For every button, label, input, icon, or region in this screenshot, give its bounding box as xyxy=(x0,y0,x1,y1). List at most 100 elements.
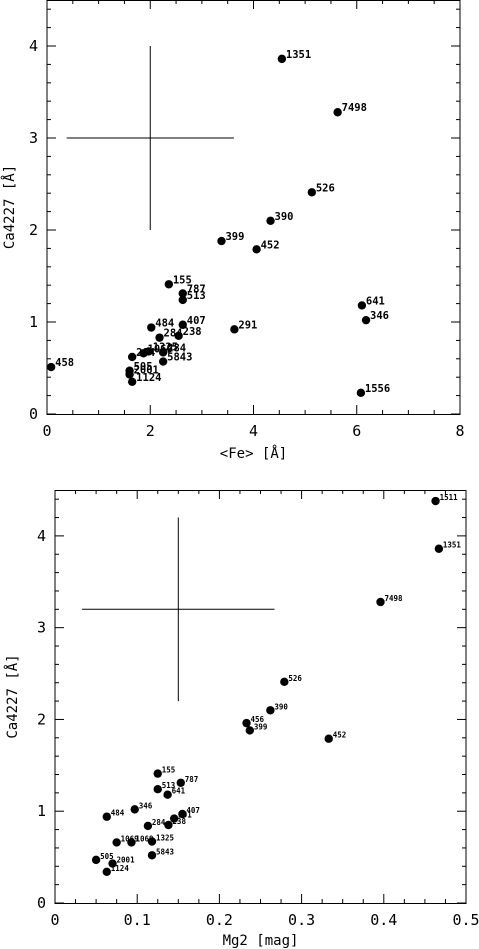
data-point-label: 513 xyxy=(187,290,206,302)
data-point xyxy=(127,377,137,386)
data-point-label: 291 xyxy=(178,811,192,820)
data-point-label: 155 xyxy=(173,274,192,286)
data-point-label: 641 xyxy=(172,787,186,796)
data-point-label: 346 xyxy=(139,801,153,810)
data-point-label: 407 xyxy=(187,315,206,327)
y-tick-label: 1 xyxy=(29,313,38,331)
data-point xyxy=(102,867,111,876)
x-tick-label: 0.1 xyxy=(124,911,151,929)
data-point xyxy=(169,814,179,823)
data-point-label: 452 xyxy=(333,731,347,740)
x-tick-label: 0.4 xyxy=(370,911,397,929)
data-point-label: 284 xyxy=(136,347,155,359)
data-point-label: 346 xyxy=(370,310,389,322)
data-point-label: 284 xyxy=(164,328,183,340)
data-point-label: 284 xyxy=(167,342,186,354)
x-tick-label: 4 xyxy=(249,422,258,440)
data-point xyxy=(108,859,117,868)
data-point xyxy=(307,188,317,197)
data-point xyxy=(127,352,137,362)
x-tick-label: 0 xyxy=(50,911,59,929)
data-point xyxy=(178,809,187,819)
data-point-label: 641 xyxy=(366,295,385,307)
data-point xyxy=(176,778,185,787)
panel-2: 0 0.1 0.2 0.3 0.4 0.5 0 1 2 3 4 Mg2 [mag] Ca4227 [Å]… xyxy=(4,490,479,949)
data-point-label: 452 xyxy=(261,239,280,251)
data-point-label: 390 xyxy=(275,211,294,223)
data-point-label: 1069 xyxy=(135,834,154,843)
data-point xyxy=(143,821,153,831)
data-point-label: 787 xyxy=(187,283,206,295)
data-point xyxy=(91,855,101,865)
data-point xyxy=(230,325,239,334)
data-point-label: 484 xyxy=(111,809,125,818)
data-point xyxy=(164,820,173,830)
x-tick-label: 0.3 xyxy=(288,911,315,929)
data-point xyxy=(46,362,56,372)
data-point-label: 284 xyxy=(152,818,166,827)
data-point-label: 399 xyxy=(225,231,244,243)
data-point xyxy=(178,289,187,298)
data-point xyxy=(217,236,226,246)
data-point xyxy=(245,726,255,735)
x-axis-label: Mg2 [mag] xyxy=(223,933,299,949)
data-point xyxy=(125,370,134,379)
data-point-label: 2001 xyxy=(134,364,159,376)
data-point xyxy=(252,245,261,254)
panel-1: 0 2 4 6 8 0 1 2 3 4 <Fe> [Å] Ca4227 [Å] 1351 7498 526 3… xyxy=(1,0,465,462)
data-point xyxy=(130,805,139,814)
y-tick-label: 2 xyxy=(37,710,46,728)
y-axis-label: Ca4227 [Å] xyxy=(1,165,18,249)
y-axis-label: Ca4227 [Å] xyxy=(4,654,21,738)
data-point-label: 505 xyxy=(134,361,153,373)
data-point xyxy=(102,812,111,821)
data-point xyxy=(147,837,157,846)
x-tick-label: 0 xyxy=(42,422,51,440)
data-point xyxy=(178,320,187,329)
x-tick-label: 2 xyxy=(146,422,155,440)
data-point-label: 238 xyxy=(183,326,202,338)
y-tick-label: 0 xyxy=(29,405,38,423)
y-tick-label: 2 xyxy=(29,221,38,239)
data-point-label: 1325 xyxy=(153,341,178,353)
data-point-label: 1351 xyxy=(286,49,311,61)
plot-frame xyxy=(46,0,461,415)
data-point-label: 291 xyxy=(238,319,257,331)
x-tick-label: 8 xyxy=(455,422,464,440)
data-point xyxy=(153,784,162,794)
data-point xyxy=(280,677,289,687)
data-point-label: 7498 xyxy=(385,594,404,603)
data-point xyxy=(357,301,367,310)
x-tick-label: 0.2 xyxy=(206,911,233,929)
data-point xyxy=(139,349,148,358)
data-point-label: 1124 xyxy=(111,864,130,873)
data-point xyxy=(333,108,342,117)
data-point-label: 1351 xyxy=(443,541,462,550)
x-tick-label: 0.5 xyxy=(452,911,479,929)
data-point-label: 1556 xyxy=(365,383,390,395)
y-tick-label: 1 xyxy=(37,802,46,820)
data-point xyxy=(266,216,275,225)
data-point xyxy=(147,323,156,332)
data-point xyxy=(174,331,183,340)
data-point-label: 2001 xyxy=(117,856,136,865)
y-tick-label: 0 xyxy=(37,894,46,912)
data-point-label: 1124 xyxy=(136,372,161,384)
data-point xyxy=(164,280,174,289)
data-point xyxy=(155,333,164,342)
y-tick-label: 4 xyxy=(29,37,38,55)
data-point xyxy=(158,357,168,366)
data-point xyxy=(112,838,121,847)
data-point xyxy=(277,54,287,64)
data-point xyxy=(434,544,444,553)
x-axis-label: <Fe> [Å] xyxy=(220,445,287,462)
data-point xyxy=(431,496,440,506)
data-point xyxy=(158,348,168,357)
data-point xyxy=(127,838,136,847)
data-point xyxy=(153,769,162,778)
data-point xyxy=(356,388,366,398)
data-point-label: 5843 xyxy=(167,352,192,364)
data-point-label: 1325 xyxy=(156,834,174,843)
data-point-label: 238 xyxy=(172,817,186,826)
